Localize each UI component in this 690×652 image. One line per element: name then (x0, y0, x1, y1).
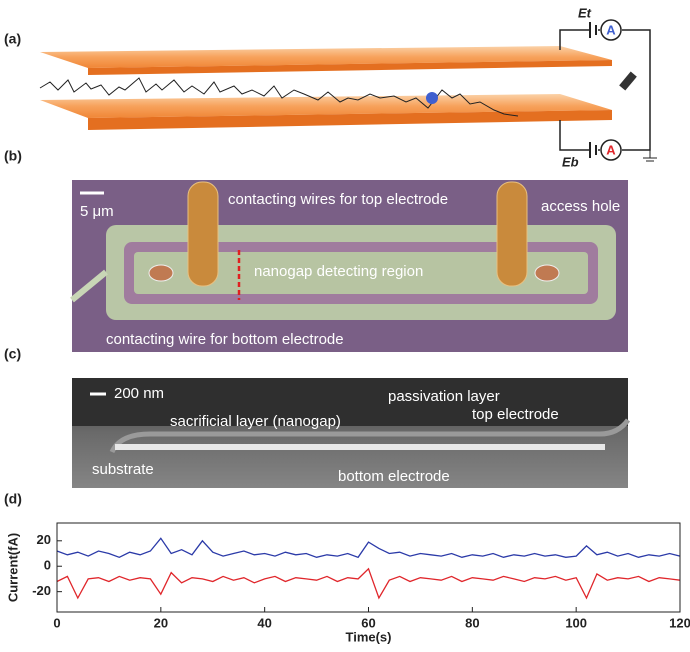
y-axis-label: Current(fA) (5, 533, 20, 602)
schematic-a: A A Et Eb (39, 5, 657, 169)
annotation: bottom electrode (338, 468, 450, 485)
micrograph-b: 5 μm contacting wires for top electrode … (70, 180, 628, 352)
annotation: contacting wires for top electrode (228, 191, 448, 208)
panel-label: (a) (4, 31, 21, 47)
x-tick-label: 0 (53, 615, 60, 630)
annotation: passivation layer (388, 388, 500, 405)
annotation: access hole (541, 198, 620, 215)
y-tick-label: 20 (37, 532, 51, 547)
source-label: Et (578, 5, 592, 20)
annotation: top electrode (472, 406, 559, 423)
panel-label: (b) (4, 148, 22, 164)
trace (56, 567, 681, 600)
annotation: nanogap detecting region (254, 263, 423, 280)
source-label: Eb (562, 154, 579, 169)
x-tick-label: 100 (565, 615, 587, 630)
sem-c: 200 nm passivation layer sacrificial lay… (72, 378, 631, 488)
x-tick-label: 20 (154, 615, 168, 630)
panel-label: (d) (4, 491, 22, 507)
trace (56, 537, 681, 559)
panel-label: (c) (4, 346, 21, 362)
plot-frame (56, 522, 681, 613)
meter-label: A (606, 142, 616, 157)
meter-label: A (606, 22, 616, 37)
annotation: sacrificial layer (nanogap) (170, 413, 341, 430)
x-tick-label: 40 (257, 615, 271, 630)
y-tick-label: -20 (32, 583, 51, 598)
x-tick-label: 80 (465, 615, 479, 630)
annotation: substrate (92, 461, 154, 478)
scale-bar-label: 200 nm (114, 385, 164, 402)
y-tick-label: 0 (44, 558, 51, 573)
x-axis-label: Time(s) (346, 629, 392, 644)
x-tick-label: 120 (669, 615, 690, 630)
scale-bar-label: 5 μm (80, 203, 114, 220)
x-tick-label: 60 (361, 615, 375, 630)
annotation: contacting wire for bottom electrode (106, 331, 344, 348)
